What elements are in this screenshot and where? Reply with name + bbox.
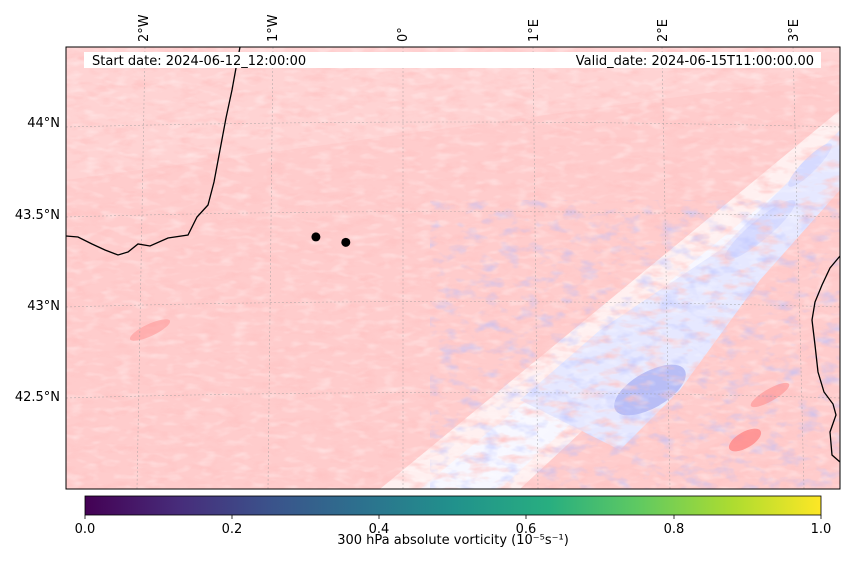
colorbar-gradient [84, 495, 822, 516]
map-frame [65, 46, 841, 490]
colorbar-title: 300 hPa absolute vorticity (10⁻⁵s⁻¹) [337, 533, 569, 548]
lon-tick-label: 1°E [527, 19, 542, 42]
station-marker [341, 237, 351, 247]
gridlines [66, 47, 840, 489]
vorticity-field [66, 47, 840, 489]
lon-tick-label: 1°W [266, 14, 281, 42]
colorbar-tick-label: 0.4 [369, 522, 390, 537]
colorbar-tick-label: 0.0 [75, 522, 96, 537]
latitude-labels: 44°N 43.5°N 43°N 42.5°N [15, 116, 60, 405]
colorbar-tick-label: 0.2 [222, 522, 243, 537]
lat-tick-label: 44°N [27, 116, 60, 131]
lat-tick-label: 43°N [27, 299, 60, 314]
lat-tick-label: 43.5°N [15, 208, 60, 223]
lon-tick-label: 0° [396, 27, 411, 42]
colorbar: 0.0 0.2 0.4 0.6 0.8 1.0 300 hPa absolute… [75, 495, 832, 548]
start-date-label: Start date: 2024-06-12_12:00:00 [92, 54, 306, 69]
colorbar-tick-label: 1.0 [811, 522, 832, 537]
station-marker [311, 232, 321, 242]
station-markers [311, 232, 351, 247]
date-info-box [84, 52, 821, 68]
colorbar-tick-label: 0.8 [664, 522, 685, 537]
lat-tick-label: 42.5°N [15, 390, 60, 405]
coastline [66, 47, 840, 463]
longitude-labels: 2°W 1°W 0° 1°E 2°E 3°E [137, 14, 802, 42]
lon-tick-label: 2°E [656, 19, 671, 42]
lon-tick-label: 3°E [787, 19, 802, 42]
colorbar-tick-label: 0.6 [516, 522, 537, 537]
lon-tick-label: 2°W [137, 14, 152, 42]
valid-date-label: Valid_date: 2024-06-15T11:00:00.00 [576, 54, 814, 69]
